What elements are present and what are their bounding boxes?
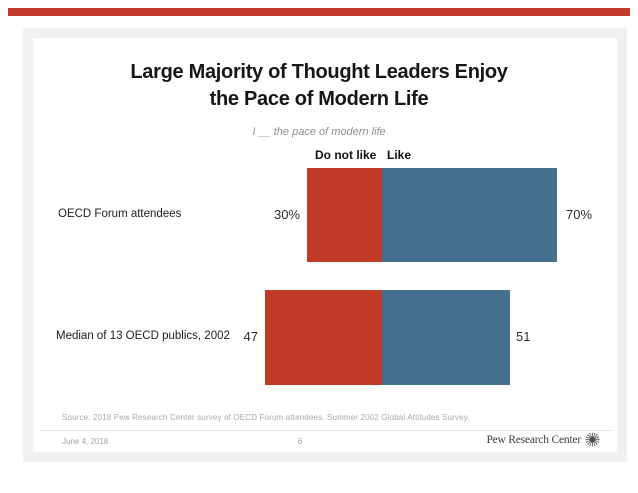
row-label-oecd-forum-attendees: OECD Forum attendees bbox=[58, 208, 182, 220]
bar-row1-do-not-like bbox=[307, 168, 382, 262]
top-red-accent-bar bbox=[8, 8, 630, 16]
slide-title: Large Majority of Thought Leaders Enjoy … bbox=[0, 59, 638, 113]
bar-row2-do-not-like bbox=[264, 290, 382, 385]
row1-value-like: 70% bbox=[566, 207, 593, 222]
bar-row2-like bbox=[382, 290, 510, 385]
row-label-median-oecd-publics: Median of 13 OECD publics, 2002 bbox=[56, 330, 230, 342]
pew-research-center-logo: Pew Research Center bbox=[460, 432, 600, 447]
pew-logo-text: Pew Research Center bbox=[486, 433, 581, 446]
pew-rosette-icon bbox=[585, 432, 600, 447]
legend-label-do-not-like: Do not like bbox=[315, 148, 377, 162]
row2-value-like: 51 bbox=[516, 329, 531, 344]
bar-row1-like bbox=[382, 168, 557, 262]
row2-value-do-not-like: 47 bbox=[243, 329, 258, 344]
source-note: Source: 2018 Pew Research Center survey … bbox=[62, 413, 470, 422]
slide-title-line2: the Pace of Modern Life bbox=[209, 88, 429, 110]
footer-page-number: 6 bbox=[297, 437, 303, 446]
row1-value-do-not-like: 30% bbox=[273, 207, 300, 222]
chart-subtitle: I __ the pace of modern life bbox=[252, 126, 386, 138]
slide-title-line1: Large Majority of Thought Leaders Enjoy bbox=[130, 61, 508, 83]
footer-date: June 4, 2018 bbox=[62, 437, 109, 446]
footer-divider bbox=[40, 430, 612, 431]
legend-label-like: Like bbox=[387, 148, 412, 162]
